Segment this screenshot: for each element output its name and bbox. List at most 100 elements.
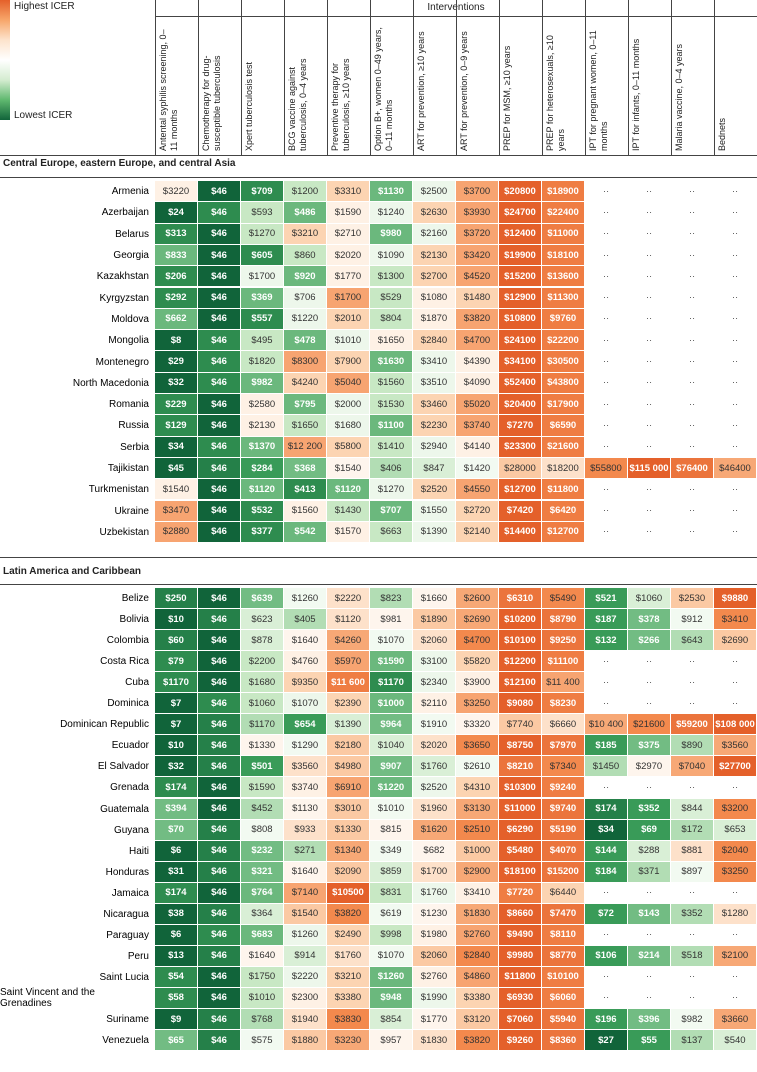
table-cell: ··: [714, 777, 757, 799]
table-cell: $1700: [413, 861, 456, 883]
table-cell: $964: [370, 714, 413, 736]
table-cell: $682: [413, 840, 456, 862]
table-cell: $108 000: [714, 714, 757, 736]
table-cell: $9980: [499, 945, 542, 967]
table-cell: $352: [628, 798, 671, 820]
country-label: Dominican Republic: [60, 719, 149, 731]
country-label: Kyrgyzstan: [99, 292, 149, 304]
table-cell: $4860: [456, 966, 499, 988]
table-cell: $2300: [284, 987, 327, 1009]
table-cell: $2010: [327, 308, 370, 331]
table-cell: $375: [628, 735, 671, 757]
table-cell: $21600: [542, 436, 585, 458]
table-cell: $833: [155, 244, 198, 267]
table-cell: $2690: [456, 609, 499, 631]
table-cell: $9080: [499, 693, 542, 715]
table-cell: $1630: [370, 351, 413, 373]
table-cell: $2690: [714, 630, 757, 652]
table-cell: ··: [628, 181, 671, 203]
table-cell: $10500: [327, 882, 370, 904]
table-cell: $5190: [542, 819, 585, 841]
table-cell: $5970: [327, 651, 370, 673]
table-cell: ··: [585, 415, 628, 437]
table-cell: $795: [284, 394, 327, 416]
table-cell: $28000: [499, 457, 542, 480]
table-cell: $292: [155, 287, 198, 309]
table-cell: $185: [585, 735, 628, 757]
table-cell: $2710: [327, 223, 370, 245]
table-cell: $46: [198, 651, 241, 673]
table-cell: $1830: [413, 1030, 456, 1052]
table-cell: $3230: [327, 1030, 370, 1052]
table-cell: $46: [198, 714, 241, 736]
table-cell: ··: [714, 330, 757, 352]
table-cell: $4700: [456, 630, 499, 652]
table-cell: $3120: [456, 1009, 499, 1031]
table-cell: $1010: [370, 798, 413, 820]
table-cell: $1750: [241, 966, 284, 988]
country-label: Grenada: [110, 782, 149, 794]
table-cell: $709: [241, 181, 284, 203]
header-title: Interventions: [155, 2, 757, 13]
column-header: PREP for heterosexuals, ≥10 years: [545, 35, 566, 151]
column-divider: [241, 0, 242, 155]
table-cell: $1640: [241, 945, 284, 967]
table-cell: $11800: [542, 479, 585, 501]
table-cell: $1330: [241, 735, 284, 757]
table-cell: $1540: [155, 479, 198, 501]
table-cell: $4760: [284, 651, 327, 673]
country-label: Nicaragua: [103, 908, 149, 920]
country-label: Venezuela: [102, 1035, 149, 1047]
table-cell: ··: [585, 266, 628, 288]
table-cell: $2220: [284, 966, 327, 988]
table-cell: $1220: [370, 777, 413, 799]
table-cell: $1700: [241, 266, 284, 288]
table-cell: $3220: [155, 181, 198, 203]
country-label: Serbia: [120, 441, 149, 453]
table-cell: $1070: [370, 630, 413, 652]
table-cell: $948: [370, 987, 413, 1009]
table-cell: $406: [370, 457, 413, 480]
table-cell: $2520: [413, 777, 456, 799]
column-header: Malaria vaccine, 0–4 years: [674, 43, 684, 151]
table-cell: $250: [155, 588, 198, 610]
table-cell: $24: [155, 202, 198, 224]
table-cell: $1880: [284, 1030, 327, 1052]
table-cell: $22200: [542, 330, 585, 352]
table-cell: $65: [155, 1030, 198, 1052]
table-cell: $1060: [241, 693, 284, 715]
table-cell: $3250: [456, 693, 499, 715]
table-cell: $1660: [413, 588, 456, 610]
table-cell: $831: [370, 882, 413, 904]
table-cell: ··: [628, 244, 671, 267]
table-cell: $2390: [327, 693, 370, 715]
table-cell: $3410: [456, 882, 499, 904]
table-cell: $46400: [714, 457, 757, 480]
table-cell: $6060: [542, 987, 585, 1009]
table-cell: $1430: [327, 500, 370, 522]
table-cell: $7140: [284, 882, 327, 904]
table-cell: ··: [671, 672, 714, 694]
table-cell: ··: [628, 287, 671, 309]
table-cell: $1240: [370, 202, 413, 224]
table-cell: $46: [198, 840, 241, 862]
table-cell: $982: [241, 372, 284, 394]
table-cell: ··: [671, 987, 714, 1009]
country-label: Georgia: [113, 250, 149, 262]
table-cell: $46: [198, 735, 241, 757]
table-cell: $46: [198, 966, 241, 988]
column-divider: [714, 0, 715, 155]
table-cell: $2180: [327, 735, 370, 757]
table-cell: $8750: [499, 735, 542, 757]
column-divider: [585, 0, 586, 155]
table-cell: $1390: [327, 714, 370, 736]
table-cell: $46: [198, 924, 241, 946]
table-cell: $132: [585, 630, 628, 652]
table-cell: ··: [585, 777, 628, 799]
table-cell: $1130: [284, 798, 327, 820]
table-cell: $10: [155, 609, 198, 631]
table-cell: ··: [585, 966, 628, 988]
table-cell: ··: [628, 394, 671, 416]
table-cell: $11000: [499, 798, 542, 820]
table-cell: $3380: [456, 987, 499, 1009]
